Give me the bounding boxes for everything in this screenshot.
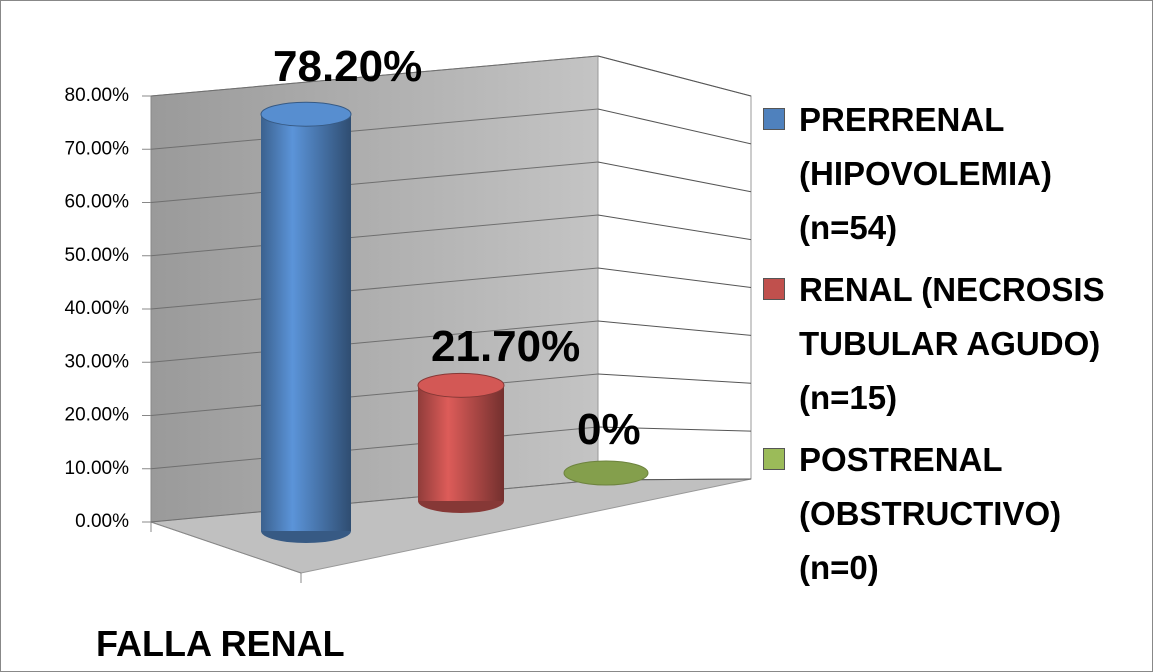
y-tick-label: 10.00% [65, 458, 130, 479]
grid-line [597, 108, 752, 145]
bar [418, 385, 504, 501]
grid-line [597, 267, 752, 288]
grid-line [597, 373, 752, 384]
bar-top [563, 460, 649, 486]
value-label: 78.20% [273, 42, 422, 91]
grid-line [597, 161, 752, 193]
grid-line [597, 214, 752, 241]
y-tick-label: 20.00% [65, 405, 130, 426]
legend-item: POSTRENAL (OBSTRUCTIVO) (n=0) [763, 433, 1143, 595]
legend-item: RENAL (NECROSIS TUBULAR AGUDO) (n=15) [763, 263, 1143, 425]
value-label: 21.70% [431, 322, 580, 371]
legend-label: PRERRENAL (HIPOVOLEMIA) (n=54) [799, 101, 1052, 246]
value-label: 0% [577, 405, 641, 454]
y-tick-label: 0.00% [75, 511, 129, 532]
grid-line [150, 108, 599, 150]
grid-line [150, 426, 599, 470]
legend-label: POSTRENAL (OBSTRUCTIVO) (n=0) [799, 441, 1062, 586]
bar-top [417, 372, 505, 398]
grid-line [150, 479, 599, 523]
grid-line [597, 55, 752, 97]
grid-line [150, 373, 599, 416]
legend-swatch [763, 278, 785, 300]
grid-line [150, 320, 599, 363]
bar-top [260, 101, 352, 127]
legend-swatch [763, 108, 785, 130]
grid-line [597, 320, 752, 336]
y-tick-label: 30.00% [65, 351, 130, 372]
y-tick-label: 50.00% [65, 245, 130, 266]
grid-line [150, 55, 599, 97]
axis-line [150, 521, 302, 574]
y-tick-label: 70.00% [65, 138, 130, 159]
y-tick-label: 80.00% [65, 85, 130, 106]
y-tick-label: 40.00% [65, 298, 130, 319]
y-tick-label: 60.00% [65, 192, 130, 213]
legend-item: PRERRENAL (HIPOVOLEMIA) (n=54) [763, 93, 1143, 255]
legend-label: RENAL (NECROSIS TUBULAR AGUDO) (n=15) [799, 271, 1105, 416]
grid-line [597, 426, 752, 432]
legend-swatch [763, 448, 785, 470]
grid-line [150, 267, 599, 310]
bar [261, 114, 351, 531]
grid-line [150, 161, 599, 203]
category-label: FALLA RENAL [96, 623, 345, 664]
grid-line [150, 214, 599, 257]
